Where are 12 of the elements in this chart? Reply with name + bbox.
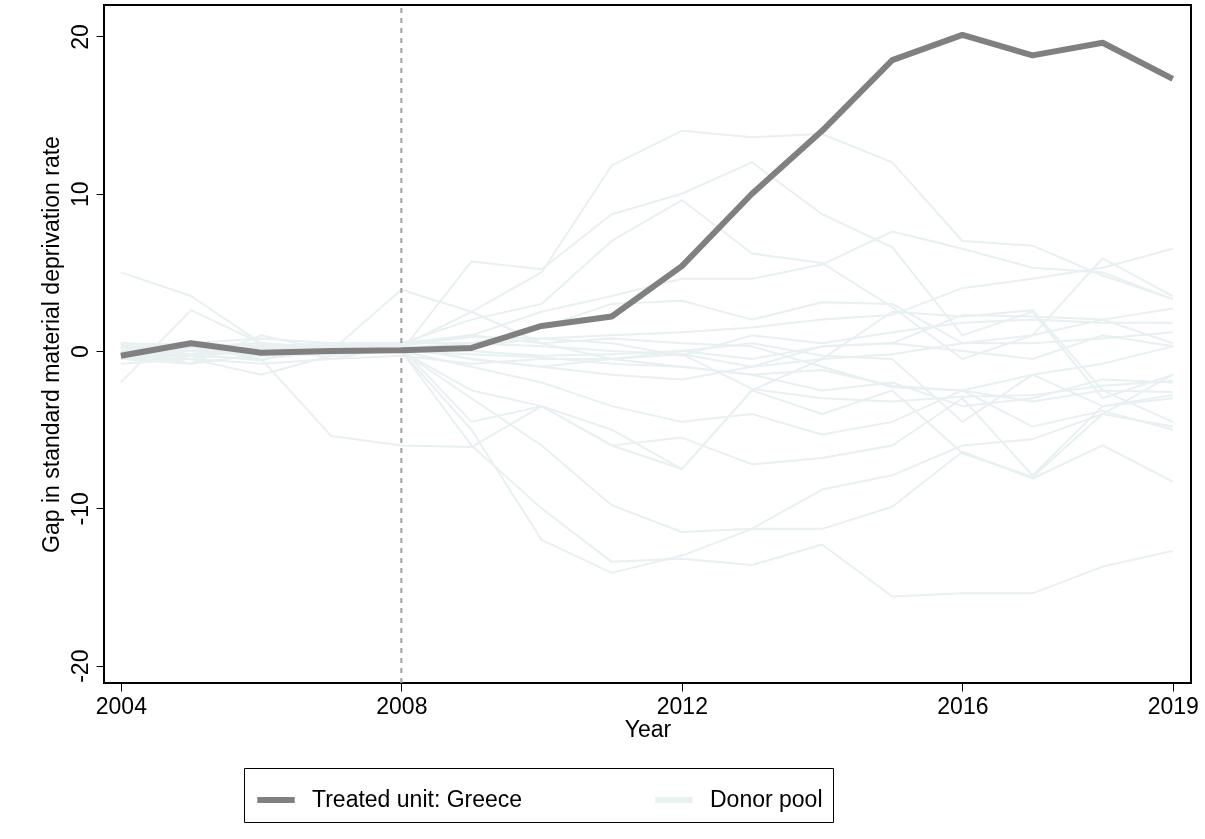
y-axis-title: Gap in standard material deprivation rate: [37, 136, 64, 553]
x-tick-label: 2008: [376, 692, 428, 719]
y-tick-label: -20: [66, 649, 93, 683]
x-tick-label: 2004: [95, 692, 148, 719]
legend-label: Treated unit: Greece: [312, 786, 523, 812]
legend-label: Donor pool: [710, 786, 823, 812]
y-tick-label: -10: [66, 492, 93, 526]
y-tick-label: 10: [66, 181, 93, 208]
x-tick-label: 2019: [1147, 692, 1199, 719]
y-tick-label: 20: [66, 24, 93, 50]
x-tick-label: 2016: [937, 692, 989, 719]
y-tick-label: 0: [66, 345, 93, 358]
